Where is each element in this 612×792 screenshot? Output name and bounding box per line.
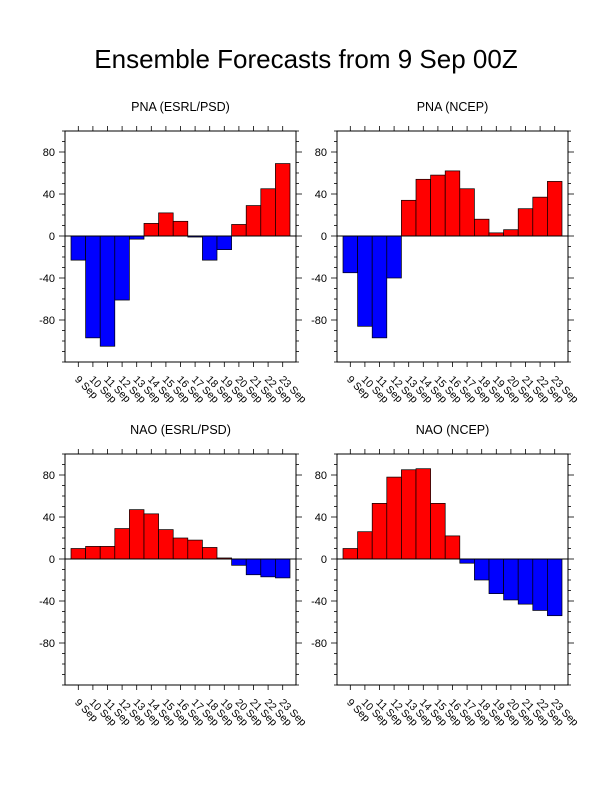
y-tick-label: 40 <box>315 189 327 201</box>
chart-title: PNA (NCEP) <box>417 100 489 114</box>
bar <box>547 558 563 617</box>
bar <box>85 546 101 560</box>
bar <box>114 235 130 301</box>
bar <box>430 174 446 237</box>
y-tick-label: -80 <box>311 315 327 327</box>
bar <box>371 235 388 339</box>
bar <box>187 539 203 560</box>
bar <box>231 224 247 237</box>
bar <box>430 503 446 560</box>
bar <box>172 537 189 560</box>
chart-title: NAO (ESRL/PSD) <box>130 423 231 437</box>
bar <box>503 558 519 601</box>
bar <box>202 235 218 261</box>
y-tick-label: 0 <box>321 554 327 566</box>
bar <box>245 205 262 237</box>
bar <box>143 513 159 560</box>
y-tick-label: -80 <box>311 638 327 650</box>
bar <box>474 218 490 237</box>
bar <box>415 468 431 560</box>
y-tick-label: 40 <box>43 189 55 201</box>
y-tick-label: 80 <box>315 147 327 159</box>
bar <box>158 212 174 237</box>
y-tick-label: 80 <box>43 147 55 159</box>
y-tick-label: -40 <box>39 273 55 285</box>
y-tick-label: 40 <box>315 512 327 524</box>
bar <box>216 235 232 250</box>
bar <box>517 558 534 605</box>
bar <box>129 509 145 560</box>
bar <box>275 163 291 237</box>
page-title: Ensemble Forecasts from 9 Sep 00Z <box>94 44 518 74</box>
bar <box>532 558 548 611</box>
bar <box>275 558 291 579</box>
bar <box>172 220 189 237</box>
bar <box>401 469 417 560</box>
y-tick-label: -80 <box>39 638 55 650</box>
y-tick-label: 0 <box>49 231 55 243</box>
bar <box>70 548 86 560</box>
y-tick-label: 80 <box>43 470 55 482</box>
chart-title: PNA (ESRL/PSD) <box>131 100 230 114</box>
bar <box>114 528 130 560</box>
bar <box>547 181 563 237</box>
bar <box>85 235 101 339</box>
bar <box>532 196 548 237</box>
bar <box>357 531 373 560</box>
bar <box>342 548 358 560</box>
bar <box>99 546 116 560</box>
bar <box>444 535 461 560</box>
bar <box>444 170 461 237</box>
bar <box>260 558 276 578</box>
bar <box>459 558 475 564</box>
bar <box>158 529 174 560</box>
bar <box>386 235 402 279</box>
bar <box>231 558 247 566</box>
bar <box>503 229 519 237</box>
bar <box>342 235 358 274</box>
bar <box>70 235 86 261</box>
y-tick-label: -40 <box>311 596 327 608</box>
y-tick-label: 0 <box>49 554 55 566</box>
bar <box>386 476 402 560</box>
bar <box>99 235 116 347</box>
bar <box>517 208 534 237</box>
bar <box>488 558 504 595</box>
y-tick-label: 0 <box>321 231 327 243</box>
bar <box>202 547 218 560</box>
y-tick-label: 40 <box>43 512 55 524</box>
bar <box>260 188 276 237</box>
bar <box>357 235 373 327</box>
y-tick-label: 80 <box>315 470 327 482</box>
y-tick-label: -40 <box>39 596 55 608</box>
bar <box>401 199 417 237</box>
y-tick-label: -80 <box>39 315 55 327</box>
bar <box>143 223 159 237</box>
bar <box>415 178 431 237</box>
bar <box>459 188 475 237</box>
y-tick-label: -40 <box>311 273 327 285</box>
bar <box>474 558 490 581</box>
chart-title: NAO (NCEP) <box>416 423 490 437</box>
bar <box>371 503 388 560</box>
bar <box>245 558 262 576</box>
